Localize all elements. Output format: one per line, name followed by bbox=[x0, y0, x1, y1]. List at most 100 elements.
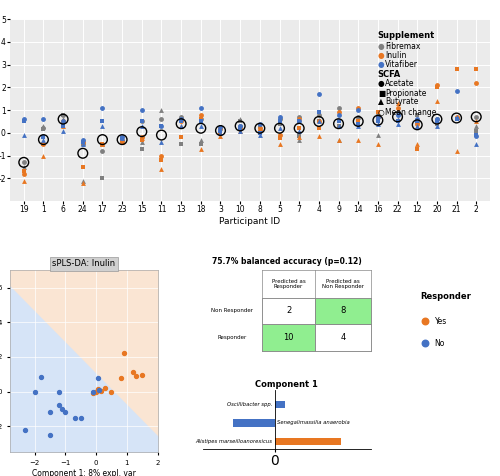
Point bbox=[138, 118, 146, 125]
Text: Mean change: Mean change bbox=[385, 108, 436, 117]
Point bbox=[197, 104, 205, 111]
Point bbox=[89, 389, 97, 397]
Point bbox=[276, 113, 283, 121]
Text: ○: ○ bbox=[378, 108, 384, 117]
Point bbox=[472, 131, 480, 139]
Point bbox=[118, 137, 126, 145]
Point bbox=[118, 134, 126, 141]
Point bbox=[79, 140, 87, 148]
Point bbox=[413, 118, 421, 125]
Point bbox=[315, 132, 323, 140]
Point bbox=[236, 124, 244, 132]
Point bbox=[295, 115, 303, 123]
Point bbox=[95, 386, 103, 394]
Text: Oscillibacter spp.: Oscillibacter spp. bbox=[227, 402, 272, 407]
Point bbox=[452, 113, 460, 121]
Point bbox=[354, 118, 362, 125]
Point bbox=[138, 118, 146, 125]
Point bbox=[94, 374, 102, 381]
Point bbox=[354, 118, 362, 125]
Point bbox=[20, 159, 28, 166]
Text: ●: ● bbox=[378, 60, 384, 69]
Point bbox=[79, 179, 87, 187]
Point bbox=[118, 136, 126, 143]
Point bbox=[472, 132, 480, 140]
Point bbox=[315, 118, 323, 125]
Point bbox=[334, 109, 342, 116]
Point bbox=[295, 118, 303, 125]
Point bbox=[177, 140, 185, 148]
Point bbox=[158, 122, 166, 130]
Point bbox=[62, 408, 70, 416]
Point bbox=[216, 129, 224, 137]
Point bbox=[421, 317, 429, 325]
Point bbox=[334, 104, 342, 111]
Point bbox=[433, 83, 441, 91]
Text: 2: 2 bbox=[286, 307, 291, 316]
Point bbox=[354, 122, 362, 130]
Point bbox=[40, 152, 48, 159]
Point bbox=[472, 118, 480, 125]
Point bbox=[413, 111, 421, 119]
Point bbox=[394, 113, 402, 121]
Point bbox=[20, 168, 28, 175]
Point bbox=[118, 138, 126, 146]
Point bbox=[315, 117, 323, 124]
Point bbox=[89, 388, 97, 396]
Point bbox=[276, 118, 283, 125]
Point bbox=[118, 136, 126, 143]
Point bbox=[472, 127, 480, 134]
Point bbox=[138, 106, 146, 114]
Point bbox=[236, 122, 244, 130]
Point bbox=[413, 118, 421, 125]
Point bbox=[96, 387, 104, 395]
Point bbox=[334, 122, 342, 130]
Point bbox=[452, 87, 460, 95]
Point bbox=[98, 140, 106, 148]
Point bbox=[394, 118, 402, 125]
Point bbox=[334, 118, 342, 125]
Point bbox=[79, 138, 87, 146]
Point bbox=[394, 118, 402, 125]
Point bbox=[40, 136, 48, 143]
Point bbox=[20, 177, 28, 184]
Point bbox=[394, 120, 402, 128]
Point bbox=[354, 113, 362, 121]
Text: Predicted as
Responder: Predicted as Responder bbox=[272, 278, 306, 289]
Point bbox=[374, 109, 382, 116]
FancyBboxPatch shape bbox=[262, 298, 316, 324]
Point bbox=[40, 126, 48, 133]
Point bbox=[132, 372, 140, 380]
Point bbox=[216, 127, 224, 134]
Point bbox=[79, 138, 87, 146]
Point bbox=[216, 129, 224, 137]
Point bbox=[58, 405, 66, 413]
Title: sPLS-DA: Inulin: sPLS-DA: Inulin bbox=[52, 259, 116, 268]
Point bbox=[20, 168, 28, 175]
X-axis label: Participant ID: Participant ID bbox=[220, 217, 280, 226]
Text: ●: ● bbox=[378, 42, 384, 51]
Point bbox=[79, 177, 87, 184]
Point bbox=[22, 426, 30, 434]
Point bbox=[197, 118, 205, 125]
Point bbox=[98, 140, 106, 148]
Point bbox=[46, 408, 54, 416]
Point bbox=[216, 123, 224, 131]
Point bbox=[138, 122, 146, 130]
Point bbox=[256, 128, 264, 136]
Text: Non Responder: Non Responder bbox=[212, 308, 254, 313]
Point bbox=[79, 163, 87, 171]
Point bbox=[92, 388, 100, 396]
Point bbox=[94, 385, 102, 393]
Point bbox=[413, 120, 421, 128]
Point bbox=[354, 120, 362, 128]
Point bbox=[295, 124, 303, 132]
Point bbox=[216, 124, 224, 132]
Point bbox=[59, 120, 67, 128]
Point bbox=[90, 388, 98, 396]
Point bbox=[197, 115, 205, 123]
Point bbox=[216, 123, 224, 131]
Point bbox=[374, 117, 382, 124]
Point bbox=[158, 131, 166, 139]
Point bbox=[276, 120, 283, 128]
